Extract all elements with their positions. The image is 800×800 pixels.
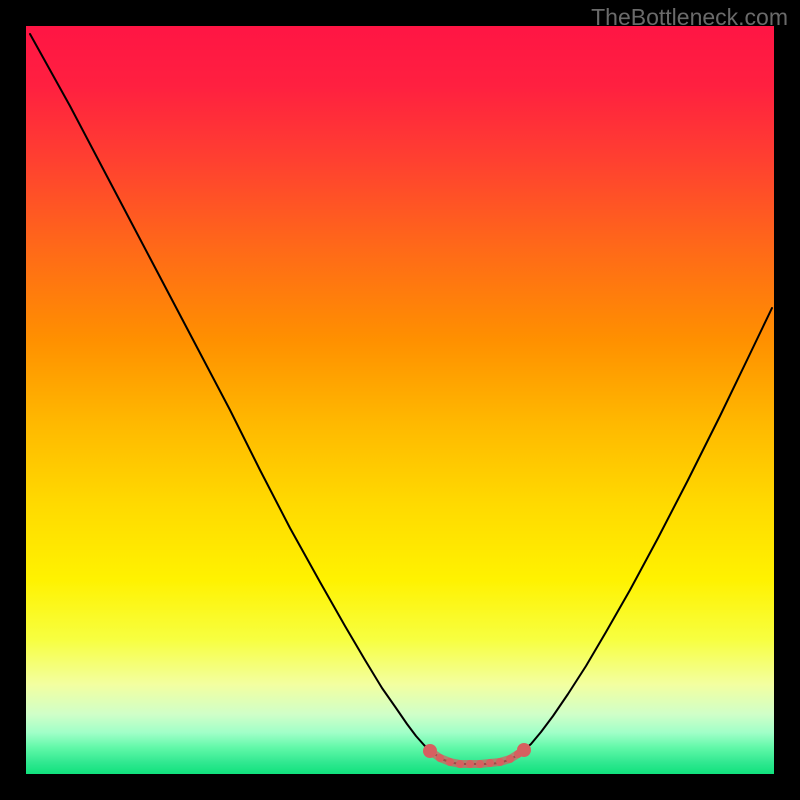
optimal-zone-marker [436,754,444,762]
optimal-zone-marker [466,760,474,768]
optimal-zone-markers [423,743,531,768]
watermark-text: TheBottleneck.com [591,4,788,31]
plot-area [26,26,774,774]
optimal-zone-marker [423,744,437,758]
optimal-zone-marker [496,758,504,766]
optimal-zone-marker [506,755,514,763]
bottleneck-curve-layer [0,0,800,800]
optimal-zone-marker [517,743,531,757]
optimal-zone-marker [486,759,494,767]
bottleneck-curve [30,34,772,764]
chart-frame: TheBottleneck.com [0,0,800,800]
optimal-zone-marker [476,760,484,768]
optimal-zone-marker [446,758,454,766]
optimal-zone-marker [456,760,464,768]
